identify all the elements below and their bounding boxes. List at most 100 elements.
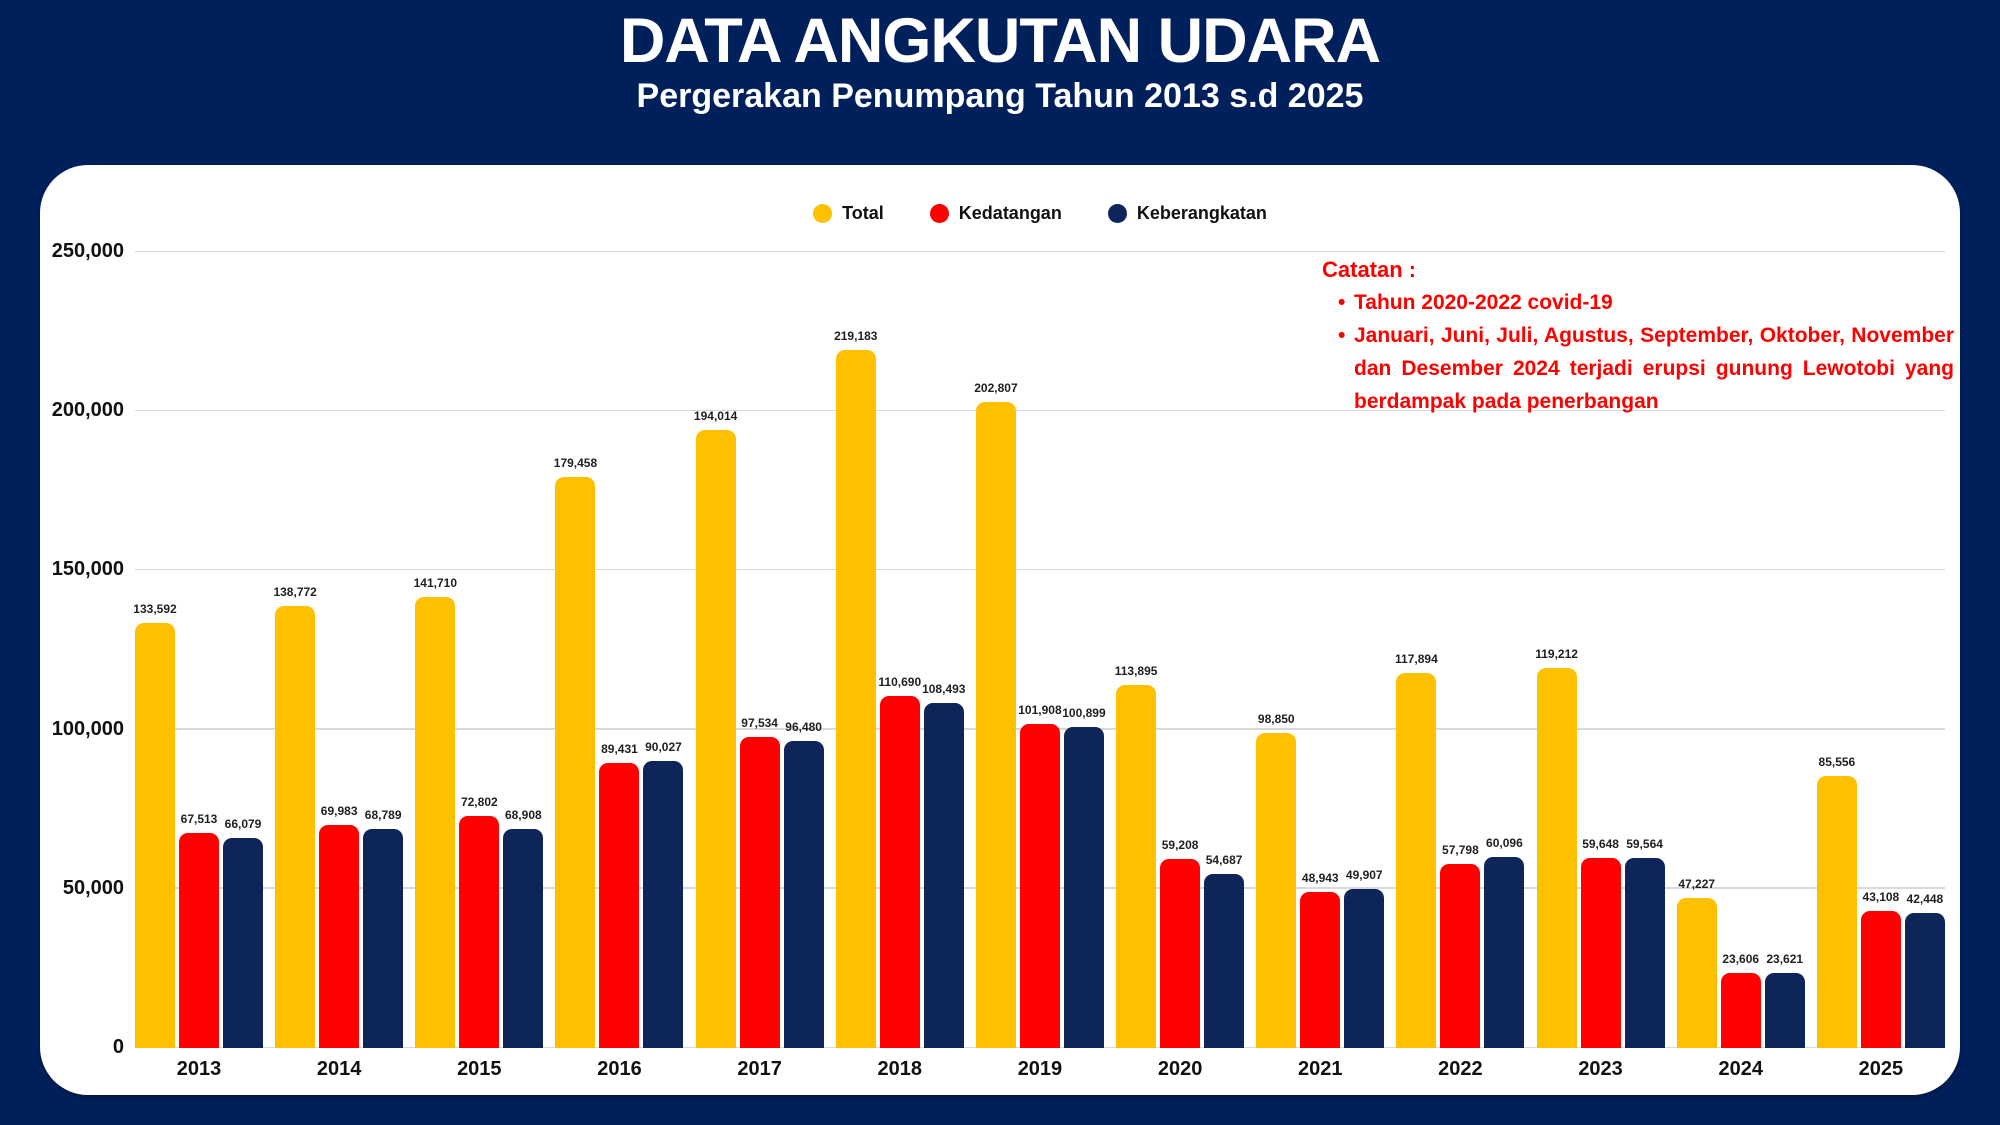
bullet-icon: • [1338,291,1346,314]
bar-kedatangan-2014: 69,983 [319,804,360,1048]
bar-kedatangan-2020: 59,208 [1160,838,1201,1048]
gridline [135,568,1945,571]
bar-value-label: 59,564 [1626,837,1663,852]
bar-value-label: 101,908 [1018,702,1062,717]
bar-value-label: 117,894 [1395,651,1438,666]
bar-group-2019: 202,807 101,908 100,899 [974,252,1106,1048]
x-tick-2025: 2025 [1858,1058,1904,1080]
bar-total-2025: 85,556 [1816,755,1857,1048]
bar-group-2014: 138,772 69,983 68,789 [273,252,404,1048]
bar-value-label: 60,096 [1486,835,1523,850]
bar-value-label: 179,458 [553,455,598,470]
bar-value-label: 49,907 [1345,868,1383,883]
bar-value-label: 47,227 [1678,876,1716,891]
legend-item-keberangkatan: Keberangkatan [1107,203,1267,224]
bar-value-label: 194,014 [693,409,738,424]
bar-kedatangan-2015: 72,802 [459,795,500,1048]
bar-total-2020: 113,895 [1115,664,1157,1048]
legend-label: Keberangkatan [1136,203,1267,223]
y-tick-label: 200,000 [51,399,124,422]
y-tick-label: 150,000 [51,558,124,581]
chart-panel: Total Kedatangan Keberangkatan 0 50,000 100,… [40,165,1960,1095]
bar-value-label: 68,789 [364,807,402,822]
legend-dot-icon [929,204,949,223]
bar-total-2016: 179,458 [554,456,597,1048]
x-tick-2022: 2022 [1438,1058,1483,1080]
note-heading: Catatan : [1322,257,1417,282]
bar-value-label: 57,798 [1442,842,1479,857]
chart-header: DATA ANGKUTAN UDARA Pergerakan Penumpang… [0,6,2000,116]
legend-dot-icon [813,204,833,223]
bar-value-label: 59,208 [1161,838,1199,853]
x-tick-2017: 2017 [737,1058,782,1080]
bar-group-2016: 179,458 89,431 90,027 [554,252,684,1048]
bar-keberangkatan-2013: 66,079 [223,817,263,1048]
bar-total-2019: 202,807 [974,381,1018,1048]
bar-value-label: 96,480 [785,719,822,734]
note-catatan: Catatan : • Tahun 2020-2022 covid-19 • J… [1322,253,1954,418]
bar-group-2023: 119,212 59,648 59,564 [1535,252,1665,1048]
bar-value-label: 113,895 [1114,664,1158,679]
plot-area: 133,592 67,513 66,079 138,772 69,983 68,789 14… [133,250,1945,1048]
x-tick-2015: 2015 [457,1058,502,1080]
x-tick-2024: 2024 [1718,1058,1763,1080]
bar-value-label: 59,648 [1582,837,1619,852]
bar-keberangkatan-2021: 49,907 [1344,868,1385,1048]
bar-group-2017: 194,014 97,534 96,480 [694,252,824,1048]
bar-group-2013: 133,592 67,513 66,079 [133,252,263,1048]
bar-keberangkatan-2014: 68,789 [363,808,404,1048]
bullet-icon: • [1338,324,1346,347]
bar-value-label: 98,850 [1257,712,1295,727]
x-tick-2019: 2019 [1017,1058,1063,1080]
bar-value-label: 202,807 [974,381,1018,396]
legend-label: Kedatangan [958,203,1062,223]
x-tick-2018: 2018 [877,1058,923,1080]
bar-value-label: 68,908 [504,807,542,822]
bar-kedatangan-2013: 67,513 [179,812,219,1048]
y-tick-label: 0 [112,1036,124,1058]
bar-value-label: 48,943 [1301,871,1339,886]
x-tick-2021: 2021 [1298,1058,1343,1080]
note-item: • Tahun 2020-2022 covid-19 [1322,286,1954,319]
bar-keberangkatan-2023: 59,564 [1624,837,1665,1048]
note-text-covid: Tahun 2020-2022 covid-19 [1354,291,1613,314]
bar-value-label: 110,690 [878,674,922,689]
bar-group-2018: 219,183 110,690 108,493 [834,252,965,1048]
bar-value-label: 72,802 [460,795,498,810]
bar-keberangkatan-2022: 60,096 [1484,836,1525,1048]
bar-kedatangan-2025: 43,108 [1860,890,1901,1048]
bar-group-2024: 47,227 23,606 23,621 [1676,252,1805,1048]
bar-value-label: 23,621 [1766,951,1804,966]
bar-value-label: 90,027 [645,740,682,755]
bar-value-label: 89,431 [601,742,638,757]
bar-value-label: 141,710 [413,575,458,590]
bar-total-2015: 141,710 [414,576,457,1048]
bar-kedatangan-2016: 89,431 [599,742,640,1048]
bar-kedatangan-2017: 97,534 [739,716,780,1048]
bar-keberangkatan-2018: 108,493 [922,682,965,1048]
bar-keberangkatan-2015: 68,908 [503,808,544,1048]
legend-item-total: Total [813,203,884,224]
x-tick-2014: 2014 [316,1058,362,1080]
bar-keberangkatan-2017: 96,480 [783,720,824,1048]
bar-value-label: 97,534 [741,716,778,731]
bar-value-label: 43,108 [1862,889,1900,904]
bar-group-2025: 85,556 43,108 42,448 [1816,252,1945,1048]
bar-value-label: 42,448 [1906,891,1944,906]
bar-value-label: 54,687 [1205,852,1243,867]
bar-value-label: 85,556 [1818,754,1856,769]
bar-value-label: 67,513 [180,812,218,827]
note-text-eruption: Januari, Juni, Juli, Agustus, September,… [1354,324,1954,413]
y-axis: 0 50,000 100,000 150,000 200,000 250,000 [40,240,124,1058]
bar-total-2017: 194,014 [694,409,737,1048]
page-subtitle: Pergerakan Penumpang Tahun 2013 s.d 2025 [636,77,1364,115]
bar-group-2021: 98,850 48,943 49,907 [1256,252,1385,1048]
x-tick-2013: 2013 [176,1058,222,1080]
bar-value-label: 108,493 [922,681,966,696]
note-item: • Januari, Juni, Juli, Agustus, Septembe… [1322,319,1954,418]
legend-label: Total [842,203,884,223]
bar-keberangkatan-2024: 23,621 [1764,952,1805,1048]
bar-value-label: 23,606 [1722,951,1760,966]
gridline [135,250,1945,252]
